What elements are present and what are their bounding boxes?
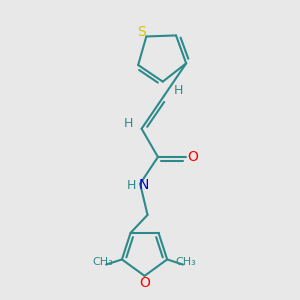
Text: H: H: [127, 179, 136, 192]
Text: H: H: [173, 84, 183, 97]
Text: O: O: [187, 150, 198, 164]
Text: S: S: [137, 25, 146, 39]
Text: CH₃: CH₃: [176, 257, 197, 267]
Text: N: N: [139, 178, 149, 192]
Text: CH₃: CH₃: [93, 257, 113, 267]
Text: H: H: [124, 117, 133, 130]
Text: O: O: [139, 276, 150, 290]
